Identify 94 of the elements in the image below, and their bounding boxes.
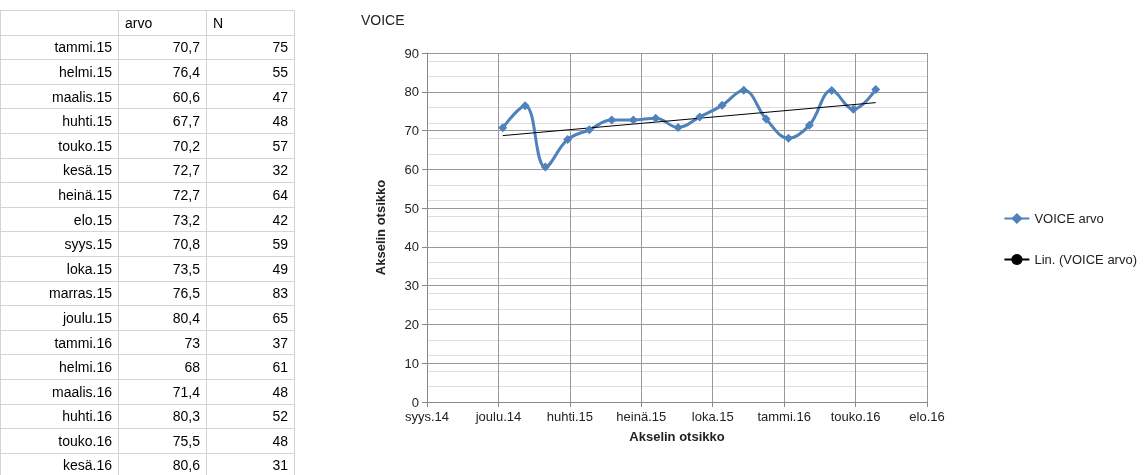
data-label: 73: [118, 330, 207, 355]
data-label: 61: [206, 354, 295, 380]
y-tick-label: 10: [404, 355, 419, 371]
data-label: 64: [206, 182, 295, 208]
data-label: 55: [206, 59, 295, 85]
point: [520, 101, 530, 111]
category-label: loka.15: [0, 256, 119, 282]
x-axis-title: Akselin otsikko: [629, 429, 725, 444]
data-label: 80,3: [118, 404, 207, 429]
data-label: 68: [118, 354, 207, 380]
data-label: 47: [206, 84, 295, 109]
category-label: maalis.15: [0, 84, 119, 109]
text: N: [206, 10, 295, 36]
x-tick-label: huhti.15: [546, 409, 593, 424]
point: [498, 123, 508, 133]
point: [584, 125, 594, 135]
data-label: 57: [206, 133, 295, 159]
category-label: huhti.16: [0, 404, 119, 429]
data-label: 48: [206, 379, 295, 404]
x-tick-label: syys.14: [404, 409, 450, 424]
legend-label: VOICE arvo: [1034, 211, 1104, 226]
data-label: 67,7: [118, 108, 207, 134]
point: [848, 104, 858, 114]
category-label: heinä.15: [0, 182, 119, 208]
x-tick-label: loka.15: [691, 409, 734, 424]
data-label: 59: [206, 231, 295, 257]
x-tick-label: touko.16: [830, 409, 881, 424]
data-label: 80,4: [118, 305, 207, 331]
data-label: 37: [206, 330, 295, 355]
text: arvo: [118, 10, 207, 36]
category-label: marras.15: [0, 281, 119, 306]
data-label: 76,4: [118, 59, 207, 85]
data-label: 32: [206, 158, 295, 183]
data-label: 71,4: [118, 379, 207, 404]
category-label: kesä.15: [0, 158, 119, 183]
data-label: 72,7: [118, 158, 207, 183]
legend-label: Lin. (VOICE arvo): [1034, 252, 1138, 267]
data-label: 49: [206, 256, 295, 282]
y-tick-label: 0: [411, 394, 419, 410]
chart-title: VOICE: [361, 12, 405, 28]
data-label: 76,5: [118, 281, 207, 306]
data-label: 31: [206, 453, 295, 475]
category-label: tammi.15: [0, 35, 119, 60]
category-label: elo.15: [0, 207, 119, 232]
data-label: 75,5: [118, 428, 207, 454]
point: [540, 162, 550, 172]
category-label: touko.15: [0, 133, 119, 159]
point: [651, 113, 661, 123]
data-label: 48: [206, 108, 295, 134]
point: [717, 100, 727, 110]
point: [761, 114, 771, 124]
data-label: 70,2: [118, 133, 207, 159]
y-tick-label: 60: [404, 161, 419, 177]
data-label: 52: [206, 404, 295, 429]
category-label: touko.16: [0, 428, 119, 454]
x-tick-label: heinä.15: [616, 409, 667, 424]
data-label: 70,8: [118, 231, 207, 257]
category-label: maalis.16: [0, 379, 119, 404]
data-label: 60,6: [118, 84, 207, 109]
category-label: tammi.16: [0, 330, 119, 355]
x-tick-label: tammi.16: [757, 409, 811, 424]
y-tick-label: 30: [404, 278, 419, 294]
data-label: 83: [206, 281, 295, 306]
data-label: 48: [206, 428, 295, 454]
y-tick-label: 80: [404, 84, 419, 100]
x-tick-label: elo.16: [909, 409, 945, 424]
x-tick-label: joulu.14: [474, 409, 522, 424]
data-label: 75: [206, 35, 295, 60]
data-label: 70,7: [118, 35, 207, 60]
data-label: 80,6: [118, 453, 207, 475]
point: [695, 112, 705, 122]
point: [739, 85, 749, 95]
y-axis-title: Akselin otsikko: [373, 179, 388, 276]
category-label: helmi.15: [0, 59, 119, 85]
y-tick-label: 50: [404, 200, 419, 216]
data-label: 72,7: [118, 182, 207, 208]
y-tick-label: 20: [404, 316, 419, 332]
category-label: huhti.15: [0, 108, 119, 134]
point: [804, 120, 814, 130]
data-label: 65: [206, 305, 295, 331]
category-label: syys.15: [0, 231, 119, 257]
point: [827, 86, 837, 96]
point: [563, 134, 573, 144]
data-label: 73,2: [118, 207, 207, 232]
data-label: 73,5: [118, 256, 207, 282]
y-tick-label: 40: [404, 239, 419, 255]
y-tick-label: 90: [404, 45, 419, 61]
category-label: joulu.15: [0, 305, 119, 331]
y-tick-label: 70: [404, 123, 419, 139]
point: [871, 84, 881, 94]
category-label: kesä.16: [0, 453, 119, 475]
data-label: 42: [206, 207, 295, 232]
category-label: helmi.16: [0, 354, 119, 380]
point: [673, 122, 683, 132]
